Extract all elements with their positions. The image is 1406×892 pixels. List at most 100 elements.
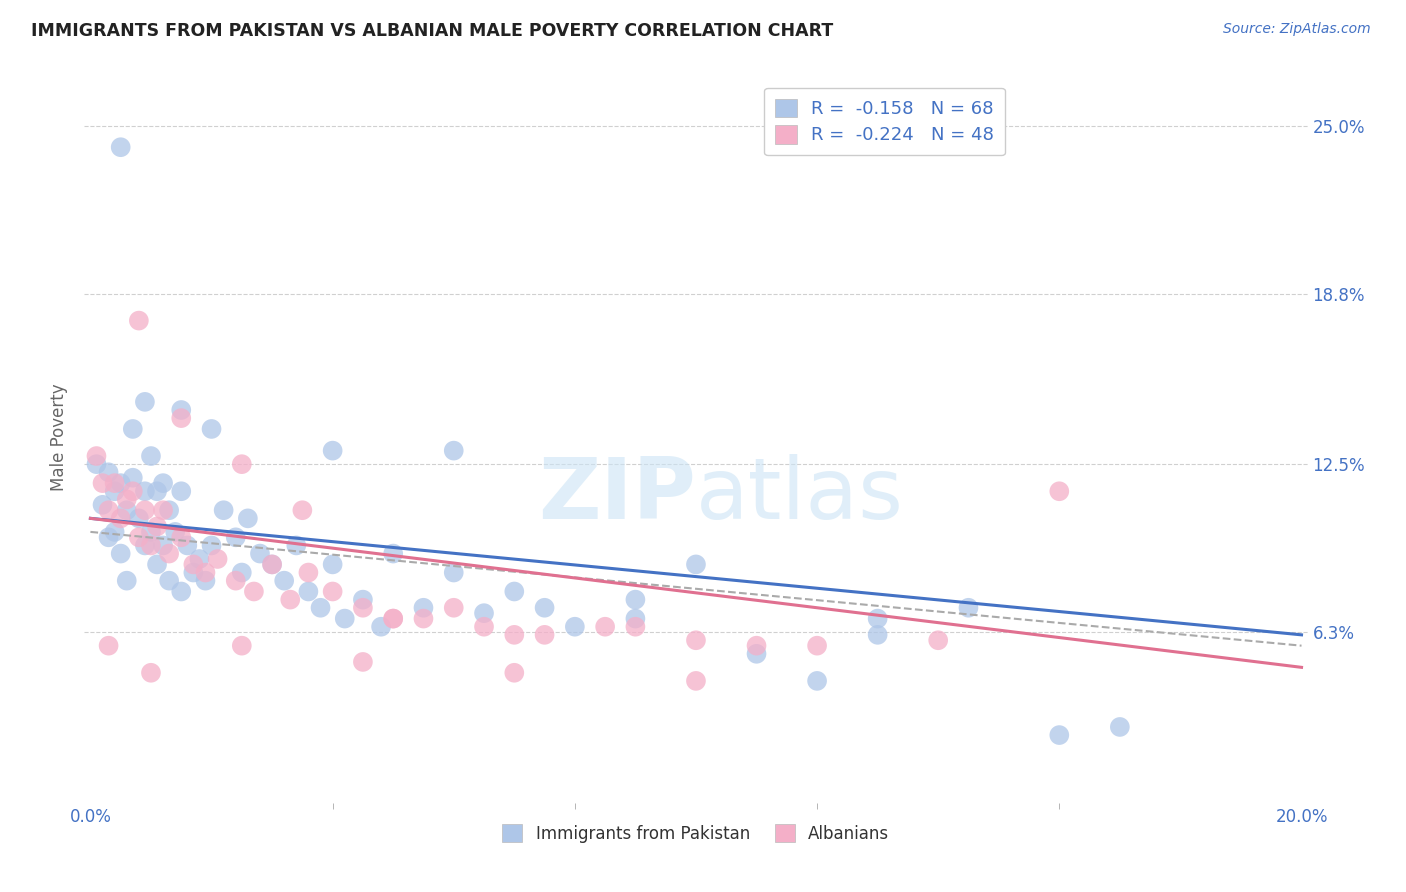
Point (503, 584, 526, 599)
Point (157, 503, 180, 517)
Point (291, 503, 314, 517)
Point (134, 503, 156, 517)
Point (297, 584, 319, 599)
Point (278, 592, 301, 607)
Point (121, 422, 143, 436)
Point (624, 592, 647, 607)
Point (685, 633, 707, 648)
Point (685, 558, 707, 572)
Point (121, 484, 143, 499)
Point (170, 484, 193, 499)
Point (927, 633, 949, 648)
Point (231, 457, 253, 471)
Point (194, 566, 217, 580)
Point (533, 600, 555, 615)
Point (231, 566, 253, 580)
Point (443, 600, 465, 615)
Point (104, 484, 127, 499)
Text: ZIP: ZIP (538, 454, 696, 537)
Legend: Immigrants from Pakistan, Albanians: Immigrants from Pakistan, Albanians (496, 818, 896, 849)
Point (503, 665, 526, 680)
Point (472, 620, 495, 634)
Point (110, 547, 132, 561)
Point (139, 524, 162, 539)
Point (412, 600, 434, 615)
Point (110, 140, 132, 154)
Point (200, 422, 222, 436)
Point (152, 503, 174, 517)
Point (152, 538, 174, 552)
Point (139, 665, 162, 680)
Point (285, 538, 308, 552)
Point (309, 600, 332, 615)
Point (212, 503, 235, 517)
Point (134, 538, 156, 552)
Point (207, 552, 229, 566)
Point (97, 530, 120, 544)
Point (97, 465, 120, 479)
Point (183, 558, 205, 572)
Point (322, 443, 344, 458)
Point (104, 476, 127, 491)
Point (322, 558, 344, 572)
Point (382, 611, 405, 625)
Point (236, 511, 259, 525)
Point (564, 620, 586, 634)
Point (806, 639, 828, 653)
Point (225, 574, 247, 588)
Point (157, 574, 180, 588)
Point (146, 558, 169, 572)
Point (262, 558, 284, 572)
Point (262, 558, 284, 572)
Point (322, 584, 344, 599)
Point (624, 611, 647, 625)
Point (624, 620, 647, 634)
Point (200, 538, 222, 552)
Point (188, 552, 211, 566)
Point (745, 639, 768, 653)
Point (157, 547, 180, 561)
Point (139, 449, 162, 463)
Point (110, 511, 132, 525)
Point (183, 566, 205, 580)
Y-axis label: Male Poverty: Male Poverty (51, 384, 69, 491)
Point (146, 484, 169, 499)
Point (86, 457, 108, 471)
Text: IMMIGRANTS FROM PAKISTAN VS ALBANIAN MALE POVERTY CORRELATION CHART: IMMIGRANTS FROM PAKISTAN VS ALBANIAN MAL… (31, 22, 834, 40)
Point (243, 584, 266, 599)
Point (382, 611, 405, 625)
Point (333, 611, 356, 625)
Point (115, 574, 138, 588)
Point (104, 524, 127, 539)
Point (170, 584, 193, 599)
Point (957, 600, 980, 615)
Point (1108, 720, 1130, 734)
Point (128, 511, 150, 525)
Text: Source: ZipAtlas.com: Source: ZipAtlas.com (1223, 22, 1371, 37)
Point (352, 655, 374, 669)
Point (1047, 484, 1070, 499)
Point (472, 606, 495, 620)
Point (194, 574, 217, 588)
Point (685, 673, 707, 688)
Point (121, 471, 143, 485)
Point (91, 476, 114, 491)
Point (412, 611, 434, 625)
Point (170, 411, 193, 425)
Point (134, 484, 156, 499)
Point (443, 566, 465, 580)
Point (297, 566, 319, 580)
Point (115, 492, 138, 507)
Point (806, 673, 828, 688)
Point (866, 611, 889, 625)
Point (593, 620, 616, 634)
Point (139, 538, 162, 552)
Point (170, 403, 193, 417)
Point (146, 519, 169, 533)
Point (91, 498, 114, 512)
Point (231, 639, 253, 653)
Point (503, 628, 526, 642)
Point (370, 620, 392, 634)
Point (382, 547, 405, 561)
Point (152, 476, 174, 491)
